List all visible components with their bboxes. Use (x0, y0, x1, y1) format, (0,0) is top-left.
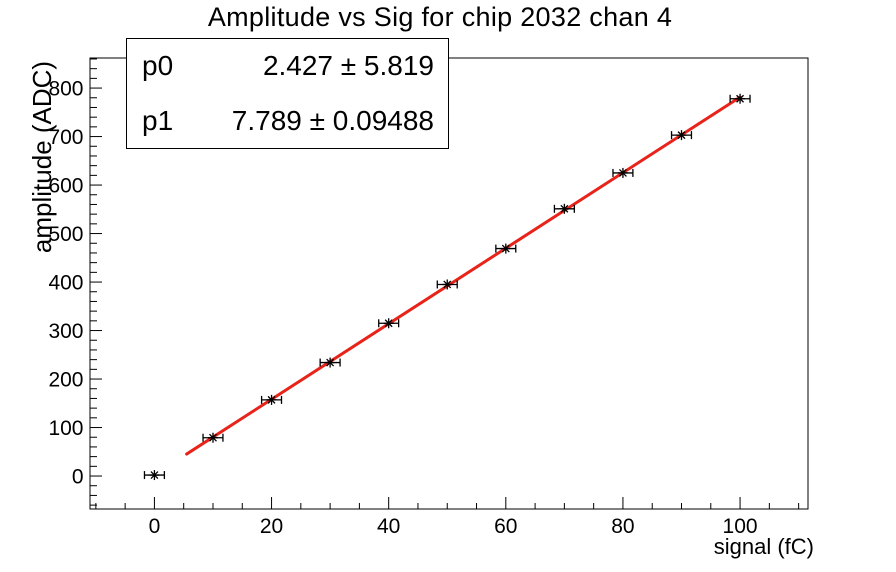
stat-param-name: p0 (142, 50, 174, 82)
marker-asterisk (326, 358, 335, 367)
x-axis-title: signal (fC) (714, 534, 814, 559)
x-tick-label: 60 (494, 515, 517, 538)
y-tick-label: 300 (48, 320, 83, 343)
y-axis-title: amplitude (ADC) (27, 61, 57, 253)
data-point (202, 432, 224, 443)
y-tick-label: 700 (48, 126, 83, 149)
data-point (260, 394, 283, 405)
marker-asterisk (443, 280, 452, 289)
stat-param-value: 2.427 ± 5.819 (262, 50, 434, 82)
data-point (143, 470, 166, 481)
data-point (670, 130, 693, 141)
fit-stats-box: p0 2.427 ± 5.819 p1 7.789 ± 0.09488 (126, 38, 449, 149)
y-tick-label: 800 (48, 78, 83, 101)
y-tick-labels: 0 100 200 300 400 500 600 700 800 (48, 78, 83, 489)
marker-asterisk (736, 94, 745, 103)
fit-line (185, 95, 742, 456)
y-tick-label: 100 (48, 417, 83, 440)
y-tick-label: 500 (48, 223, 83, 246)
x-tick-labels: 0 20 40 60 80 100 (149, 515, 758, 538)
data-point (729, 93, 751, 104)
data-points (143, 93, 751, 481)
y-tick-label: 0 (72, 466, 84, 489)
y-tick-label: 200 (48, 369, 83, 392)
stat-param-name: p1 (142, 104, 174, 136)
marker-asterisk (384, 319, 393, 328)
stat-row-p1: p1 7.789 ± 0.09488 (127, 94, 448, 149)
data-point (612, 167, 634, 178)
chart-title: Amplitude vs Sig for chip 2032 chan 4 (207, 2, 673, 32)
data-point (553, 203, 575, 214)
data-point (378, 318, 400, 329)
marker-asterisk (560, 204, 569, 213)
stat-row-p0: p0 2.427 ± 5.819 (127, 39, 448, 94)
fit-curve (185, 95, 742, 456)
data-point (495, 243, 517, 254)
x-tick-label: 100 (723, 515, 758, 538)
y-axis-ticks (90, 58, 102, 506)
marker-asterisk (501, 244, 510, 253)
marker-asterisk (677, 131, 686, 140)
y-tick-label: 600 (48, 175, 83, 198)
x-tick-label: 0 (149, 515, 161, 538)
x-tick-label: 20 (260, 515, 283, 538)
data-point (436, 279, 458, 290)
marker-asterisk (150, 471, 159, 480)
plot-frame (89, 57, 809, 510)
marker-asterisk (267, 395, 276, 404)
marker-asterisk (209, 433, 217, 442)
chart-generated-layer: 0 20 40 60 80 100 0 100 200 300 400 500 600 700 800 (48, 57, 809, 538)
x-tick-label: 80 (611, 515, 634, 538)
data-point (319, 357, 341, 368)
y-tick-label: 400 (48, 272, 83, 295)
stat-param-value: 7.789 ± 0.09488 (231, 104, 434, 136)
marker-asterisk (618, 168, 627, 177)
x-axis-ticks (95, 497, 800, 509)
x-tick-label: 40 (377, 515, 400, 538)
